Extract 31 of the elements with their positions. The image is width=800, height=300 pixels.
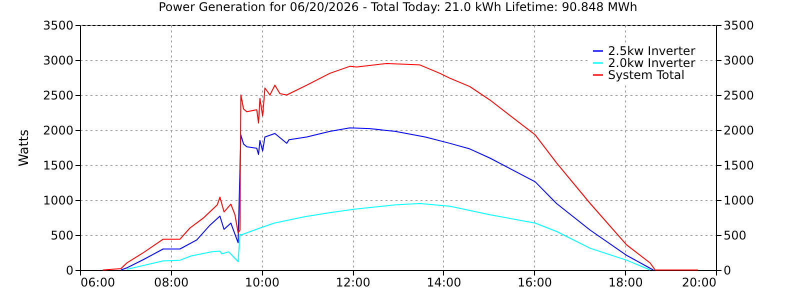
y2-tick-label: 1000: [724, 194, 754, 208]
y-tick-label: 500: [50, 228, 74, 242]
y-tick-label: 2500: [42, 88, 74, 102]
line-series: [120, 127, 654, 270]
x-tick-label: 18:00: [608, 276, 643, 290]
y2-tick-label: 3500: [724, 18, 754, 32]
y-tick-label: 1000: [42, 194, 74, 208]
x-tick-label: 20:00: [682, 276, 716, 290]
line-series: [126, 203, 651, 270]
y-tick-label: 2000: [42, 124, 74, 138]
y-tick-label: 1500: [42, 158, 74, 172]
x-tick-label: 08:00: [154, 276, 189, 290]
y-axis-title: Watts: [16, 129, 32, 166]
y2-tick-label: 500: [724, 228, 746, 242]
legend-label: 2.0kw Inverter: [608, 56, 696, 70]
y-tick-label: 3000: [42, 54, 74, 68]
y2-tick-label: 3000: [724, 54, 754, 68]
y2-tick-label: 1500: [724, 158, 754, 172]
y2-tick-label: 0: [724, 264, 732, 278]
chart-title: Power Generation for 06/20/2026 - Total Today: 21.0 kWh Lifetime: 90.848 MWh: [158, 0, 638, 14]
x-tick-label: 10:00: [244, 276, 280, 290]
x-tick-label: 12:00: [336, 276, 370, 290]
legend-label: System Total: [608, 68, 685, 82]
x-tick-label: 14:00: [426, 276, 462, 290]
y-tick-label: 3500: [42, 18, 74, 32]
legend-label: 2.5kw Inverter: [608, 44, 696, 58]
y2-tick-label: 2500: [724, 88, 754, 102]
x-tick-label: 16:00: [517, 276, 552, 290]
y2-tick-label: 2000: [724, 124, 754, 138]
x-tick-label: 06:00: [80, 276, 116, 290]
y-tick-label: 0: [66, 264, 74, 278]
